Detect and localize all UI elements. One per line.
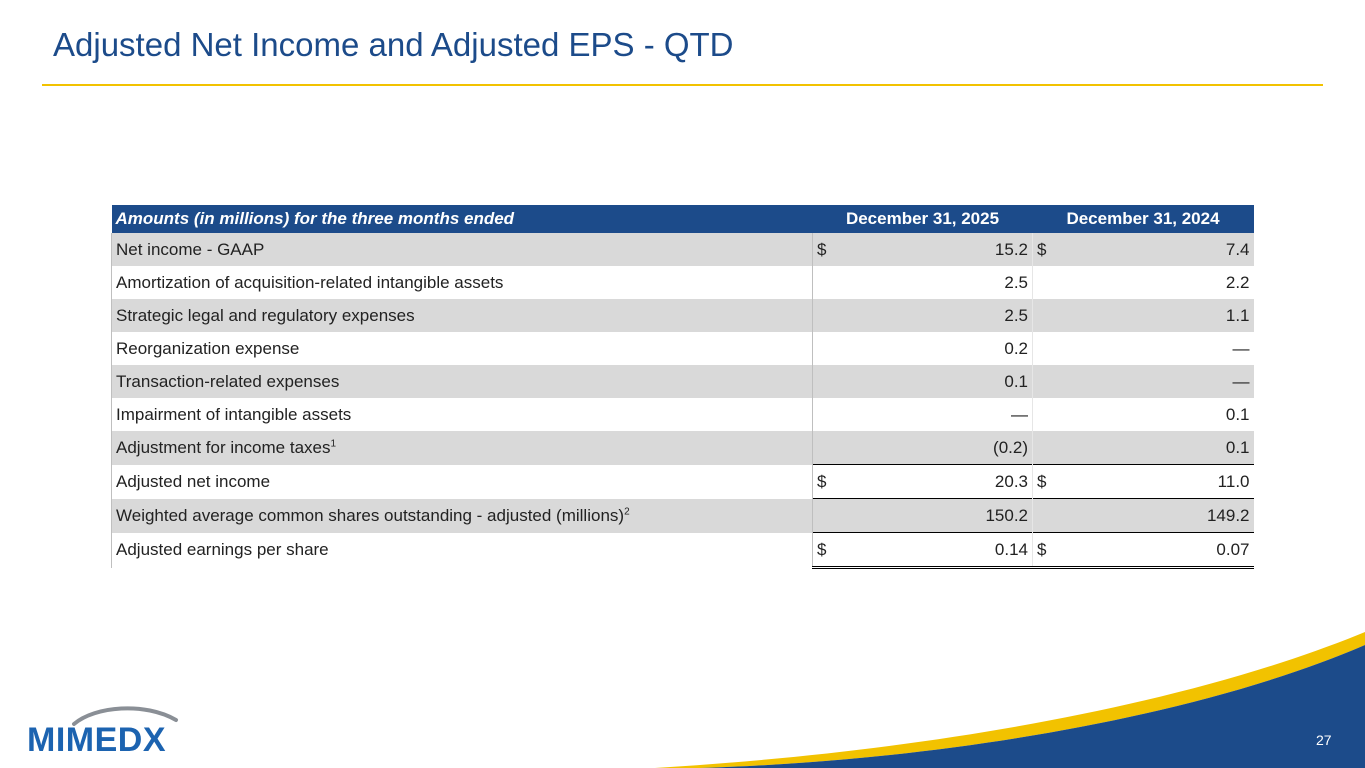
currency-symbol: $ (1032, 233, 1055, 266)
currency-symbol (1032, 332, 1055, 365)
currency-symbol (812, 332, 835, 365)
value-2024: 0.1 (1225, 404, 1250, 424)
currency-symbol (812, 266, 835, 299)
table-row: Strategic legal and regulatory expenses … (111, 299, 1254, 332)
value-2025: 0.1 (834, 365, 1033, 398)
currency-symbol: $ (1032, 464, 1055, 499)
value-2024: — (1232, 338, 1250, 358)
table-row: Impairment of intangible assets — 0.1 (111, 398, 1254, 431)
currency-symbol (1032, 398, 1055, 431)
value-2024: 7.4 (1054, 233, 1254, 266)
slide-title: Adjusted Net Income and Adjusted EPS - Q… (53, 26, 734, 63)
currency-symbol (812, 398, 835, 431)
currency-symbol (1032, 365, 1055, 398)
currency-symbol (1032, 266, 1055, 299)
row-label: Adjustment for income taxes (116, 437, 331, 457)
footnote-marker: 2 (624, 505, 630, 517)
footnote-marker: 1 (330, 438, 337, 450)
table-row: Net income - GAAP $ 15.2 $ 7.4 (111, 233, 1254, 266)
row-label: Net income - GAAP (116, 239, 265, 259)
value-2024: 11.0 (1054, 464, 1254, 499)
table-row: Reorganization expense 0.2 — (111, 332, 1254, 365)
header-col-2025: December 31, 2025 (812, 205, 1033, 233)
table-row-total: Adjusted earnings per share $ 0.14 $ 0.0… (111, 532, 1254, 569)
title-divider (42, 84, 1323, 86)
table-row: Weighted average common shares outstandi… (111, 498, 1254, 533)
currency-symbol (1032, 299, 1055, 332)
row-label: Reorganization expense (116, 338, 300, 358)
row-label: Impairment of intangible assets (116, 404, 352, 424)
table-row: Transaction-related expenses 0.1 — (111, 365, 1254, 398)
value-2025: 20.3 (834, 464, 1033, 499)
header-label: Amounts (in millions) for the three mont… (111, 205, 813, 233)
value-2025: 0.14 (834, 532, 1033, 569)
value-2025: 15.2 (834, 233, 1033, 266)
value-2024: 0.1 (1054, 431, 1254, 465)
value-2024: 1.1 (1054, 299, 1254, 332)
value-2024: — (1054, 365, 1254, 398)
table-header-row: Amounts (in millions) for the three mont… (111, 205, 1254, 233)
header-col-2024: December 31, 2024 (1032, 205, 1254, 233)
value-2024: 0.07 (1054, 532, 1254, 569)
row-label: Transaction-related expenses (116, 371, 340, 391)
blue-swoosh (700, 645, 1365, 768)
financial-table: Amounts (in millions) for the three mont… (111, 205, 1254, 569)
value-2025: 150.2 (834, 498, 1033, 533)
value-2025: (0.2) (834, 431, 1033, 465)
currency-symbol (1032, 431, 1055, 465)
currency-symbol: $ (812, 464, 835, 499)
table-row: Amortization of acquisition-related inta… (111, 266, 1254, 299)
currency-symbol: $ (812, 532, 835, 569)
table-row-subtotal: Adjusted net income $ 20.3 $ 11.0 (111, 464, 1254, 499)
currency-symbol: $ (812, 233, 835, 266)
table-row: Adjustment for income taxes1 (0.2) 0.1 (111, 431, 1254, 465)
currency-symbol (812, 498, 835, 533)
row-label: Adjusted net income (116, 471, 271, 491)
currency-symbol: $ (1032, 532, 1055, 569)
currency-symbol (812, 299, 835, 332)
row-label: Adjusted earnings per share (116, 540, 329, 559)
page-number: 27 (1316, 732, 1332, 748)
value-2025: 2.5 (1004, 272, 1028, 292)
row-label: Strategic legal and regulatory expenses (116, 305, 415, 325)
company-logo: MIMEDX (27, 721, 166, 759)
value-2025: — (1011, 404, 1028, 424)
value-2024: 149.2 (1054, 498, 1254, 533)
currency-symbol (1032, 498, 1055, 533)
value-2025: 0.2 (1004, 338, 1028, 358)
currency-symbol (812, 431, 835, 465)
value-2025: 2.5 (834, 299, 1033, 332)
currency-symbol (812, 365, 835, 398)
row-label: Weighted average common shares outstandi… (116, 505, 625, 525)
logo-arc-icon (72, 706, 178, 726)
value-2024: 2.2 (1225, 272, 1250, 292)
row-label: Amortization of acquisition-related inta… (116, 272, 504, 292)
